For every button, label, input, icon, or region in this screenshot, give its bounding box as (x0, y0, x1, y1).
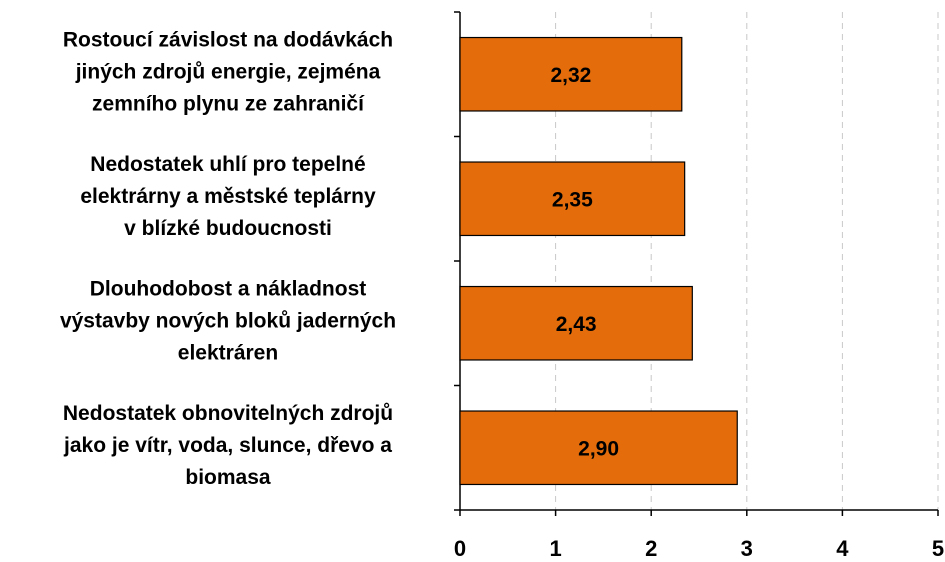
value-label: 2,35 (552, 188, 593, 211)
bar (459, 285, 693, 361)
value-label: 2,90 (578, 437, 619, 460)
category-line: Nedostatek obnovitelných zdrojů (63, 401, 393, 424)
x-tick-label: 2 (645, 536, 657, 561)
x-tick-label: 0 (454, 536, 466, 561)
category-label: Rostoucí závislost na dodávkách jiných zd… (63, 28, 393, 115)
category-label: Dlouhodobost a nákladnost výstavby nových… (60, 277, 396, 364)
category-line: Dlouhodobost a nákladnost (90, 277, 367, 300)
x-tick-label: 5 (932, 536, 944, 561)
category-line: v blízké budoucnosti (124, 216, 332, 239)
value-label: 2,32 (550, 64, 591, 87)
bar (459, 410, 738, 486)
bar (459, 36, 683, 112)
category-label: Nedostatek uhlí pro tepelné elektrárny a … (80, 152, 376, 239)
category-line: jako je vítr, voda, slunce, dřevo a (63, 433, 392, 456)
category-line: Rostoucí závislost na dodávkách (63, 28, 393, 51)
category-line: elektrárny a městské teplárny (80, 184, 376, 207)
category-line: výstavby nových bloků jaderných (60, 309, 396, 332)
category-label: Nedostatek obnovitelných zdrojů jako je v… (63, 401, 393, 488)
bar (459, 161, 686, 237)
category-line: Nedostatek uhlí pro tepelné (90, 152, 365, 175)
x-tick-label: 1 (549, 536, 561, 561)
category-line: zemního plynu ze zahraničí (92, 92, 365, 115)
x-tick-label: 3 (741, 536, 753, 561)
category-line: elektráren (178, 341, 278, 364)
category-line: jiných zdrojů energie, zejména (75, 60, 381, 83)
x-tick-label: 4 (836, 536, 849, 561)
category-line: biomasa (185, 465, 271, 488)
value-label: 2,43 (556, 313, 597, 336)
